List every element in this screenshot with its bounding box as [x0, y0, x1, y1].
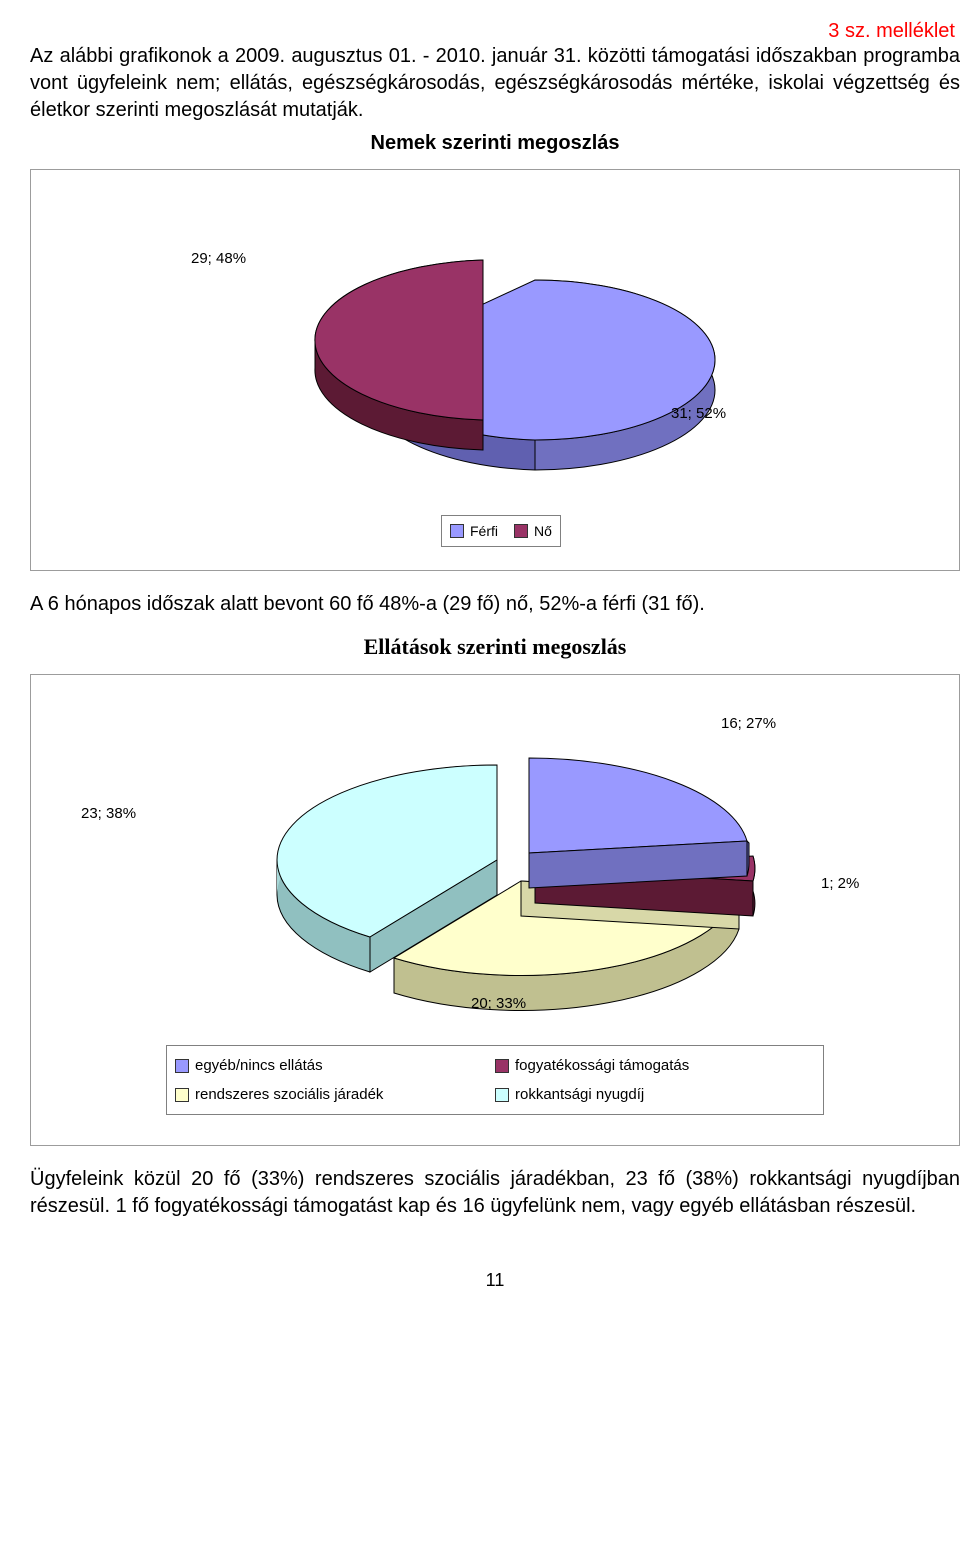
chart1-svg [31, 170, 959, 570]
chart2-label-fogyat: 1; 2% [821, 875, 859, 892]
chart1-caption: A 6 hónapos időszak alatt bevont 60 fő 4… [30, 591, 960, 618]
swatch-egyeb [175, 1059, 189, 1073]
chart2-legend-label-2: rendszeres szociális járadék [195, 1086, 383, 1103]
chart2-legend-label-1: fogyatékossági támogatás [515, 1057, 689, 1074]
chart1-label-ferfi: 31; 52% [671, 405, 726, 422]
chart2-label-rokk: 23; 38% [81, 805, 136, 822]
chart2-frame: 16; 27% 1; 2% 20; 33% 23; 38% egyéb/ninc… [30, 674, 960, 1146]
chart1-label-no: 29; 48% [191, 250, 246, 267]
chart2-title: Ellátások szerinti megoszlás [30, 634, 960, 660]
swatch-ferfi [450, 524, 464, 538]
chart1-title: Nemek szerinti megoszlás [30, 132, 960, 155]
chart2-legend-label-3: rokkantsági nyugdíj [515, 1086, 644, 1103]
chart1-frame: 29; 48% 31; 52% Férfi Nő [30, 169, 960, 571]
chart2-legend-item-2: rendszeres szociális járadék [175, 1086, 495, 1103]
chart1-legend: Férfi Nő [441, 515, 561, 547]
chart1-legend-item-ferfi: Férfi [450, 523, 498, 539]
page: 3 sz. melléklet Az alábbi grafikonok a 2… [0, 0, 960, 1311]
chart2-legend-item-1: fogyatékossági támogatás [495, 1057, 815, 1074]
chart2-legend-item-3: rokkantsági nyugdíj [495, 1086, 815, 1103]
chart1-legend-item-no: Nő [514, 523, 552, 539]
chart2-legend-label-0: egyéb/nincs ellátás [195, 1057, 323, 1074]
chart2-caption: Ügyfeleink közül 20 fő (33%) rendszeres … [30, 1166, 960, 1220]
chart2-canvas: 16; 27% 1; 2% 20; 33% 23; 38% egyéb/ninc… [31, 675, 959, 1145]
annex-label: 3 sz. melléklet [30, 20, 960, 43]
swatch-no [514, 524, 528, 538]
swatch-rokk [495, 1088, 509, 1102]
chart2-label-rendsz: 20; 33% [471, 995, 526, 1012]
swatch-fogyat [495, 1059, 509, 1073]
page-number: 11 [30, 1270, 960, 1291]
chart2-legend: egyéb/nincs ellátás fogyatékossági támog… [166, 1045, 824, 1115]
chart1-canvas: 29; 48% 31; 52% Férfi Nő [31, 170, 959, 570]
intro-paragraph: Az alábbi grafikonok a 2009. augusztus 0… [30, 43, 960, 124]
chart1-legend-label-ferfi: Férfi [470, 523, 498, 539]
chart2-legend-item-0: egyéb/nincs ellátás [175, 1057, 495, 1074]
swatch-rendsz [175, 1088, 189, 1102]
chart1-legend-label-no: Nő [534, 523, 552, 539]
chart2-label-egyeb: 16; 27% [721, 715, 776, 732]
